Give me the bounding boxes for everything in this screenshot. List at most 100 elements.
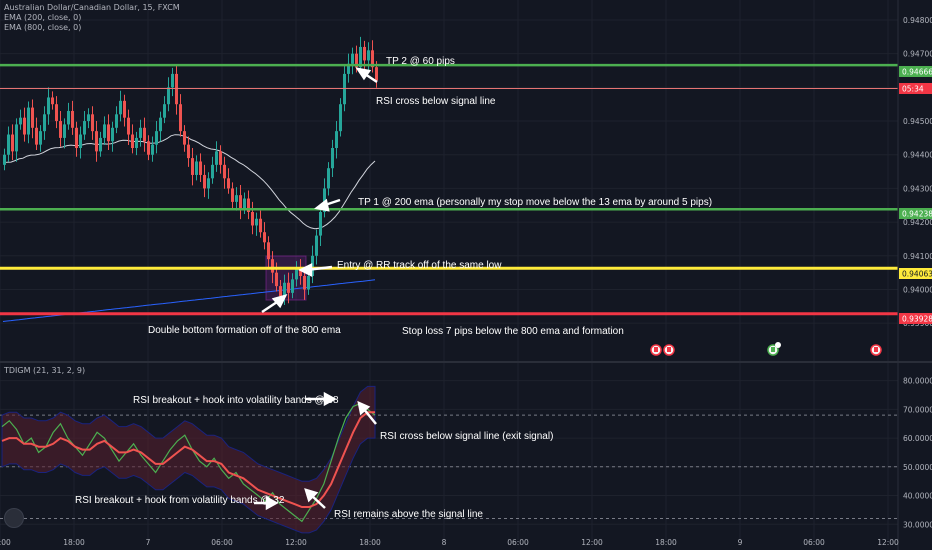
- candle-body[interactable]: [323, 188, 326, 212]
- candle-body[interactable]: [311, 255, 314, 276]
- candle-body[interactable]: [267, 242, 270, 260]
- candle-body[interactable]: [67, 110, 70, 125]
- candle-body[interactable]: [211, 164, 214, 179]
- candle-body[interactable]: [203, 174, 206, 189]
- tradingview-logo-icon[interactable]: [4, 508, 24, 528]
- calendar-event-icon[interactable]: [650, 344, 662, 356]
- calendar-event-icon[interactable]: [663, 344, 675, 356]
- candle-body[interactable]: [83, 121, 86, 135]
- candle-body[interactable]: [19, 117, 22, 125]
- candle-body[interactable]: [227, 178, 230, 189]
- candle-body[interactable]: [335, 131, 338, 148]
- candle-body[interactable]: [271, 259, 274, 273]
- candle-body[interactable]: [163, 104, 166, 118]
- candle-body[interactable]: [183, 131, 186, 145]
- candle-body[interactable]: [59, 121, 62, 138]
- candle-body[interactable]: [135, 137, 138, 148]
- candle-body[interactable]: [235, 195, 238, 202]
- candle-body[interactable]: [111, 127, 114, 142]
- candle-body[interactable]: [115, 114, 118, 128]
- candle-body[interactable]: [275, 272, 278, 287]
- candle-body[interactable]: [39, 131, 42, 145]
- candle-body[interactable]: [251, 212, 254, 226]
- candle-body[interactable]: [171, 73, 174, 88]
- candle-body[interactable]: [239, 195, 242, 209]
- candle-body[interactable]: [79, 134, 82, 148]
- candle-body[interactable]: [327, 168, 330, 189]
- candle-body[interactable]: [187, 144, 190, 159]
- candle-body[interactable]: [339, 104, 342, 132]
- candle-body[interactable]: [107, 124, 110, 142]
- candle-body[interactable]: [279, 286, 282, 297]
- candle-body[interactable]: [223, 164, 226, 179]
- candle-body[interactable]: [23, 117, 26, 135]
- candle-body[interactable]: [155, 131, 158, 145]
- candle-body[interactable]: [367, 50, 370, 61]
- indicator-legend[interactable]: TDIGM (21, 31, 2, 9): [4, 366, 85, 376]
- candle-body[interactable]: [91, 114, 94, 132]
- price-candles[interactable]: [3, 36, 378, 305]
- symbol-legend[interactable]: Australian Dollar/Canadian Dollar, 15, F…: [4, 3, 180, 33]
- ema800-legend[interactable]: EMA (800, close, 0): [4, 23, 82, 32]
- candle-body[interactable]: [295, 269, 298, 280]
- candle-body[interactable]: [319, 212, 322, 236]
- candle-body[interactable]: [307, 276, 310, 290]
- candle-body[interactable]: [359, 46, 362, 68]
- candle-body[interactable]: [355, 53, 358, 68]
- candle-body[interactable]: [375, 67, 378, 81]
- candle-body[interactable]: [167, 87, 170, 105]
- candle-body[interactable]: [287, 282, 290, 293]
- candle-body[interactable]: [131, 134, 134, 148]
- candle-body[interactable]: [303, 276, 306, 290]
- candle-body[interactable]: [35, 127, 38, 145]
- price-axis[interactable]: 0.939000.940000.941000.942000.943000.944…: [903, 16, 932, 328]
- candle-body[interactable]: [347, 63, 350, 74]
- candle-body[interactable]: [139, 127, 142, 138]
- candle-body[interactable]: [299, 269, 302, 276]
- candle-body[interactable]: [371, 50, 374, 68]
- candle-body[interactable]: [119, 100, 122, 115]
- candle-body[interactable]: [103, 124, 106, 138]
- symbol-title[interactable]: Australian Dollar/Canadian Dollar, 15, F…: [4, 3, 180, 12]
- candle-body[interactable]: [71, 110, 74, 128]
- candle-body[interactable]: [159, 117, 162, 132]
- tdigm-legend[interactable]: TDIGM (21, 31, 2, 9): [4, 366, 86, 375]
- candle-body[interactable]: [175, 73, 178, 105]
- candle-body[interactable]: [31, 107, 34, 128]
- candle-body[interactable]: [259, 218, 262, 233]
- candle-body[interactable]: [3, 154, 6, 165]
- candle-body[interactable]: [263, 232, 266, 243]
- calendar-event-icon[interactable]: [870, 344, 882, 356]
- candle-body[interactable]: [15, 124, 18, 152]
- candle-body[interactable]: [343, 73, 346, 105]
- candle-body[interactable]: [195, 161, 198, 175]
- candle-body[interactable]: [231, 188, 234, 202]
- candle-body[interactable]: [199, 161, 202, 175]
- time-axis[interactable]: 12:00 18:00 7 06:00 12:00 18:00 8 06:00 12:00 18:…: [0, 538, 932, 547]
- candle-body[interactable]: [87, 114, 90, 122]
- candle-body[interactable]: [191, 158, 194, 175]
- candle-body[interactable]: [247, 198, 250, 212]
- candle-body[interactable]: [99, 137, 102, 152]
- candle-body[interactable]: [151, 144, 154, 155]
- candle-body[interactable]: [207, 178, 210, 189]
- candle-body[interactable]: [331, 148, 334, 169]
- candle-body[interactable]: [219, 151, 222, 165]
- candle-body[interactable]: [55, 104, 58, 122]
- candle-body[interactable]: [351, 53, 354, 64]
- candle-body[interactable]: [315, 235, 318, 256]
- candle-body[interactable]: [47, 97, 50, 115]
- ema200-legend[interactable]: EMA (200, close, 0): [4, 13, 82, 22]
- candle-body[interactable]: [11, 134, 14, 152]
- candle-body[interactable]: [75, 127, 78, 148]
- candle-body[interactable]: [243, 198, 246, 209]
- candle-body[interactable]: [147, 141, 150, 155]
- candle-body[interactable]: [43, 114, 46, 132]
- candle-body[interactable]: [179, 104, 182, 132]
- candle-body[interactable]: [143, 127, 146, 142]
- candle-body[interactable]: [7, 134, 10, 155]
- candle-body[interactable]: [283, 282, 286, 297]
- candle-body[interactable]: [255, 218, 258, 226]
